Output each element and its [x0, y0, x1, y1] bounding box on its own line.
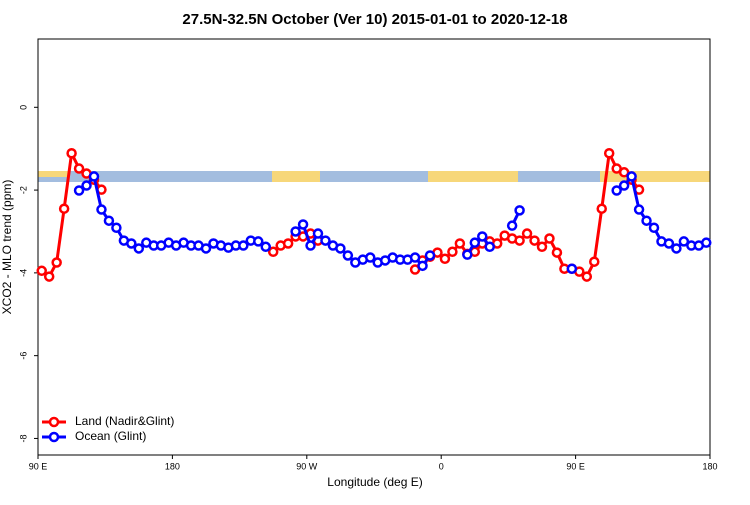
data-point	[611, 185, 622, 196]
data-point	[641, 215, 652, 226]
data-point	[529, 235, 540, 246]
data-point	[536, 241, 548, 253]
x-tick-label: 90 E	[566, 461, 585, 471]
data-point	[36, 265, 47, 277]
data-point	[58, 203, 70, 214]
data-point	[603, 147, 615, 159]
data-point	[43, 271, 55, 282]
data-point	[51, 257, 62, 268]
data-point	[73, 163, 85, 174]
data-point	[312, 228, 324, 239]
data-point	[290, 226, 301, 237]
data-point	[66, 147, 77, 159]
x-tick-label: 90 W	[296, 461, 318, 471]
data-point	[297, 219, 309, 230]
data-point	[678, 236, 690, 247]
y-tick-label: 0	[18, 105, 28, 110]
data-point	[111, 222, 122, 234]
y-tick-label: -8	[18, 434, 28, 442]
data-point	[335, 243, 346, 254]
data-point	[88, 171, 100, 182]
data-point	[581, 271, 593, 282]
data-point	[521, 228, 533, 239]
data-point	[477, 231, 488, 242]
x-tick-label: 180	[165, 461, 180, 471]
data-point	[282, 238, 294, 249]
data-point	[103, 215, 115, 226]
data-point	[506, 220, 518, 231]
data-point	[514, 235, 525, 246]
data-point	[81, 180, 92, 191]
data-point	[342, 250, 354, 261]
legend-marker	[48, 431, 60, 443]
legend-label: Ocean (Glint)	[75, 429, 146, 443]
series-line	[78, 173, 267, 251]
y-tick-label: -6	[18, 352, 28, 360]
data-point	[671, 243, 682, 254]
data-point	[484, 241, 495, 253]
data-point	[424, 250, 436, 261]
data-point	[626, 171, 637, 182]
data-point	[200, 243, 212, 254]
data-point	[618, 180, 630, 191]
data-point	[589, 256, 600, 267]
data-point	[305, 240, 316, 251]
data-point	[469, 237, 481, 248]
data-point	[551, 247, 563, 258]
data-point	[439, 253, 451, 265]
x-tick-label: 90 E	[29, 461, 48, 471]
data-point	[566, 263, 578, 274]
data-point	[618, 167, 630, 178]
data-point	[633, 204, 645, 215]
data-point	[133, 243, 145, 254]
legend-label: Land (Nadir&Glint)	[75, 414, 174, 428]
data-point	[96, 204, 107, 215]
data-point	[596, 203, 607, 214]
map-strip	[38, 171, 710, 182]
data-point	[126, 238, 137, 249]
data-point	[238, 240, 249, 251]
data-point	[409, 252, 421, 263]
data-point	[417, 260, 428, 272]
x-tick-label: 0	[439, 461, 444, 471]
y-tick-label: -2	[18, 186, 28, 194]
data-point	[454, 238, 466, 249]
data-point	[514, 205, 525, 216]
data-point	[320, 235, 331, 246]
data-point	[365, 252, 376, 263]
legend-marker	[48, 416, 60, 428]
data-point	[648, 222, 660, 234]
data-point	[267, 246, 279, 258]
data-point	[260, 241, 271, 253]
data-point	[253, 236, 264, 247]
data-point	[701, 237, 712, 248]
data-point	[544, 233, 555, 244]
y-tick-label: -4	[18, 269, 28, 277]
x-tick-label: 180	[702, 461, 717, 471]
chart-title: 27.5N-32.5N October (Ver 10) 2015-01-01 …	[182, 11, 567, 28]
data-point	[447, 246, 458, 258]
data-point	[663, 238, 675, 249]
plot-frame	[37, 38, 711, 456]
y-axis-label: XCO2 - MLO trend (ppm)	[0, 180, 14, 315]
x-axis-label: Longitude (deg E)	[327, 475, 422, 489]
data-point	[73, 185, 85, 196]
data-point	[462, 249, 473, 260]
